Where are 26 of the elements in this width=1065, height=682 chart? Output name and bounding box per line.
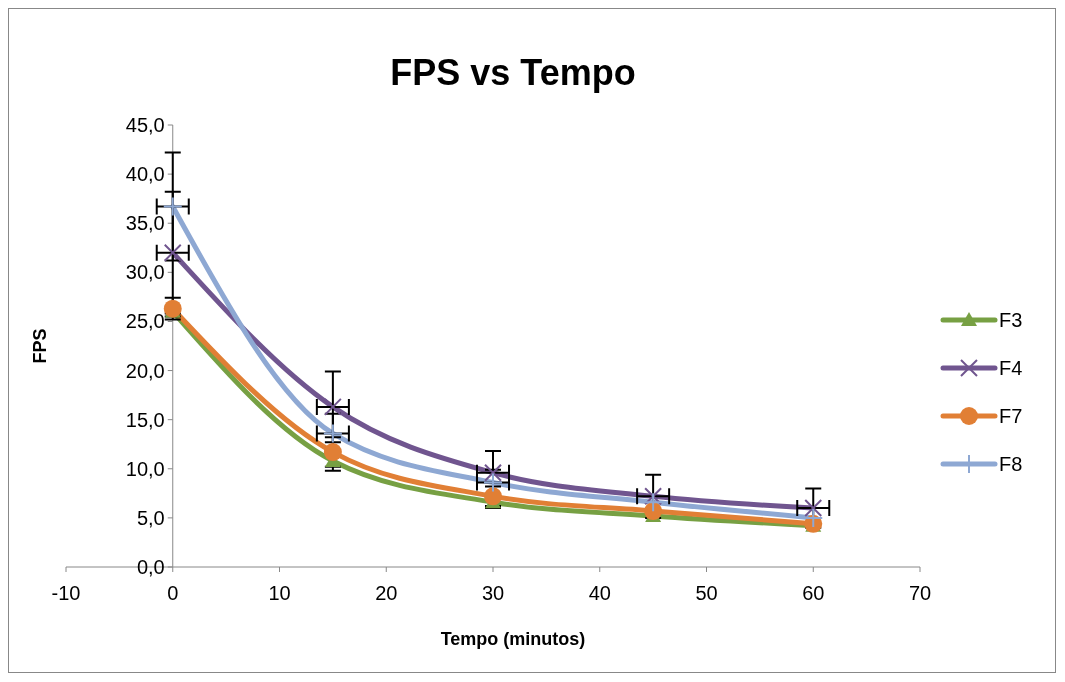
legend-label: F8 <box>999 453 1023 475</box>
x-tick-label: 0 <box>167 582 179 604</box>
x-tick-label: 10 <box>268 582 291 604</box>
y-axis-title: FPS <box>30 328 50 364</box>
y-tick-label: 15,0 <box>125 408 165 431</box>
y-tick-label: 30,0 <box>125 261 165 284</box>
y-tick-label: 35,0 <box>125 212 165 235</box>
y-tick-label: 25,0 <box>125 310 165 333</box>
chart-title: FPS vs Tempo <box>390 52 636 93</box>
legend-label: F3 <box>999 309 1023 331</box>
y-tick-label: 20,0 <box>125 359 165 382</box>
y-tick-label: 0,0 <box>136 556 165 578</box>
x-tick-label: 20 <box>375 582 398 604</box>
x-tick-label: 30 <box>481 582 505 604</box>
y-tick-label: 40,0 <box>125 163 165 186</box>
x-tick-label: 60 <box>802 582 825 604</box>
x-tick-label: 40 <box>588 582 611 604</box>
x-tick-label: 50 <box>695 582 718 604</box>
y-tick-label: 45,0 <box>125 114 165 136</box>
x-tick-label: 70 <box>908 582 932 604</box>
y-tick-label: 5,0 <box>136 506 165 529</box>
legend-label: F7 <box>999 405 1023 427</box>
x-tick-label: -10 <box>51 582 81 604</box>
x-axis-title: Tempo (minutos) <box>440 629 586 649</box>
legend-label: F4 <box>999 357 1023 379</box>
y-tick-label: 10,0 <box>125 457 165 480</box>
